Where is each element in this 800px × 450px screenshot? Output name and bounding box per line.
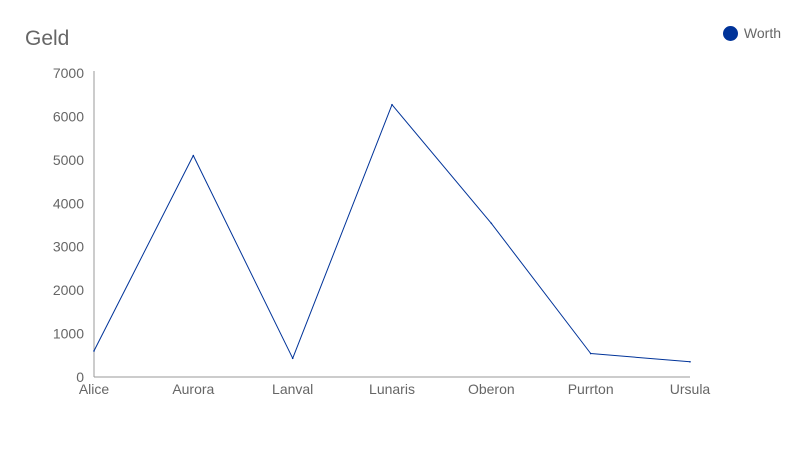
data-point [391, 103, 393, 106]
x-tick-label: Oberon [468, 381, 515, 397]
y-tick-label: 2000 [53, 282, 84, 298]
y-tick-label: 3000 [53, 239, 84, 255]
y-tick-label: 7000 [53, 65, 84, 81]
y-tick-label: 6000 [53, 108, 84, 124]
data-point [192, 154, 195, 157]
legend-label-worth: Worth [743, 25, 781, 41]
data-point [589, 352, 592, 355]
y-tick-label: 0 [76, 369, 84, 385]
y-tick-label: 5000 [53, 152, 84, 168]
x-tick-label: Aurora [172, 381, 214, 397]
legend[interactable]: Worth [722, 25, 781, 41]
y-tick-label: 4000 [53, 195, 84, 211]
chart-title: Geld [25, 27, 70, 50]
x-tick-label: Alice [79, 381, 110, 397]
x-tick-label: Lanval [272, 381, 313, 397]
data-point [689, 361, 691, 363]
data-point [490, 222, 493, 225]
series-line-worth [93, 104, 691, 363]
data-point [291, 357, 294, 360]
y-tick-label: 1000 [53, 326, 84, 342]
legend-swatch-worth [722, 25, 738, 41]
x-tick-label: Ursula [670, 381, 711, 397]
data-point [93, 350, 95, 352]
x-tick-label: Lunaris [369, 381, 415, 397]
x-tick-label: Purrton [568, 381, 614, 397]
